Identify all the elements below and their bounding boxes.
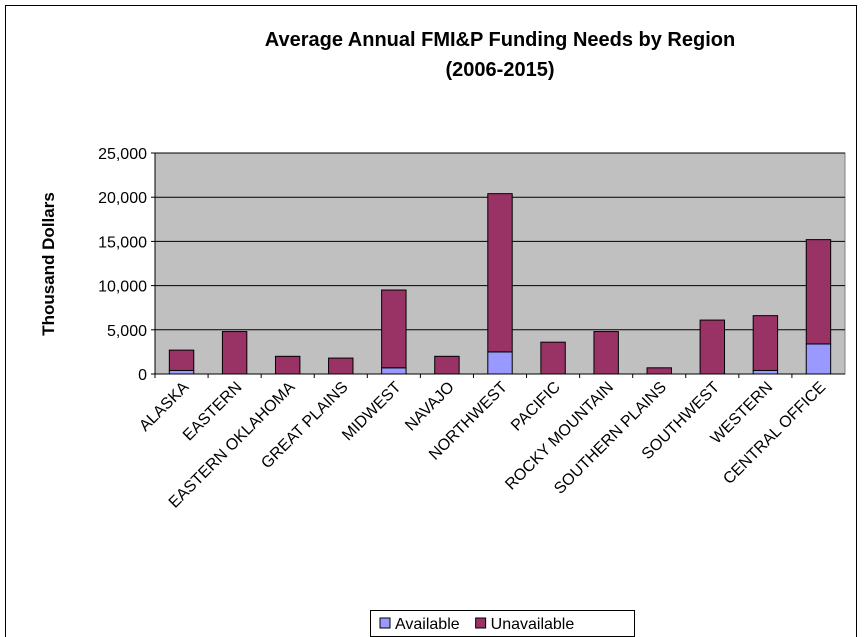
- bar-segment: [805, 239, 832, 345]
- bar-segment: [274, 355, 301, 375]
- legend-swatch: [379, 617, 391, 629]
- bar-segment: [646, 367, 672, 375]
- bar-segment: [593, 331, 619, 375]
- bar-segment: [752, 315, 779, 371]
- bar-segment: [381, 367, 407, 375]
- bar-segment: [699, 319, 726, 375]
- chart-subtitle: (2006-2015): [446, 59, 555, 81]
- bar-segment: [168, 349, 195, 371]
- bar-segment: [328, 357, 354, 375]
- bar-segment: [487, 193, 513, 353]
- legend-swatch: [475, 617, 487, 629]
- bar-segment: [805, 343, 832, 375]
- y-tick-label: 0: [138, 367, 147, 384]
- bar-segment: [752, 369, 779, 375]
- y-tick-label: 5,000: [107, 323, 147, 340]
- bar-segment: [221, 331, 248, 375]
- bar-segment: [168, 369, 195, 375]
- legend-label: Available: [395, 616, 460, 633]
- legend-box: [370, 610, 635, 637]
- y-tick-label: 25,000: [98, 146, 147, 163]
- y-tick-label: 10,000: [98, 279, 147, 296]
- bar-segment: [540, 341, 566, 375]
- bar-segment: [487, 351, 513, 375]
- bar-segment: [381, 289, 407, 369]
- y-axis-title: Thousand Dollars: [39, 192, 58, 336]
- y-tick-label: 20,000: [98, 190, 147, 207]
- y-tick-label: 15,000: [98, 234, 147, 251]
- bar-segment: [434, 355, 460, 375]
- chart-title: Average Annual FMI&P Funding Needs by Re…: [265, 29, 735, 51]
- legend-label: Unavailable: [491, 616, 575, 633]
